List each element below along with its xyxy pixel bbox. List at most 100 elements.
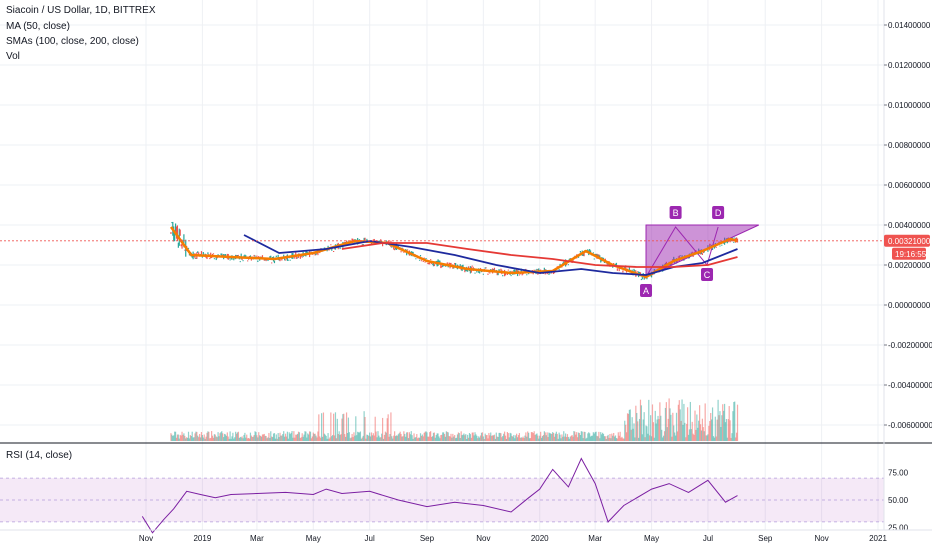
volume-bar — [344, 434, 346, 441]
price-candle — [319, 251, 321, 254]
volume-bar — [612, 435, 614, 441]
volume-bar — [458, 433, 460, 441]
volume-bar — [455, 437, 458, 441]
volume-bar — [262, 434, 264, 441]
price-candle — [471, 265, 473, 267]
volume-bar — [369, 432, 371, 441]
pattern-label-text: B — [673, 208, 679, 218]
price-candle — [735, 237, 738, 240]
legend-ma50[interactable]: MA (50, close) — [6, 21, 70, 32]
volume-bar — [179, 434, 181, 441]
price-candle — [583, 252, 585, 257]
volume-bar — [554, 433, 557, 441]
volume-bar — [362, 435, 364, 441]
volume-bar — [492, 435, 495, 441]
volume-bar — [194, 433, 196, 441]
volume-bar — [703, 431, 705, 441]
price-candle — [197, 251, 199, 253]
volume-bar — [526, 436, 528, 441]
pattern-label-D — [712, 206, 725, 219]
volume-bar — [409, 434, 411, 441]
volume-bar — [521, 437, 523, 441]
price-candle — [465, 268, 467, 272]
volume-bar — [225, 435, 228, 441]
price-candle — [502, 275, 504, 277]
volume-bar — [536, 433, 538, 441]
volume-bar — [260, 436, 263, 441]
volume-bar — [650, 436, 653, 441]
volume-bar — [267, 437, 269, 441]
volume-bar — [468, 433, 471, 441]
volume-bar — [665, 402, 667, 441]
volume-bar — [522, 436, 524, 441]
time-axis[interactable]: Nov 2019 Mar May Jul Sep Nov 2020 Mar May Jul Sep No… — [139, 534, 888, 543]
volume-bar — [690, 429, 692, 441]
volume-bar — [705, 435, 707, 441]
volume-bar — [581, 431, 583, 441]
price-candle — [525, 268, 527, 270]
volume-bar — [626, 413, 629, 441]
volume-bar — [583, 431, 585, 441]
volume-bar — [550, 433, 552, 441]
volume-bar — [215, 436, 217, 441]
volume-bar — [607, 434, 609, 441]
volume-bar — [699, 405, 701, 441]
volume-bar — [613, 432, 615, 441]
volume-bar — [455, 438, 457, 441]
price-candle — [349, 240, 351, 242]
volume-bar — [452, 433, 454, 441]
volume-bar — [392, 438, 394, 441]
price-axis[interactable]: 0.01400000 0.01200000 0.01000000 0.00800000… — [884, 21, 932, 430]
volume-bar — [302, 436, 304, 441]
volume-bar — [406, 432, 409, 441]
volume-bar — [715, 436, 717, 441]
volume-bar — [523, 438, 525, 441]
volume-bar — [706, 435, 708, 441]
volume-bar — [641, 434, 643, 441]
price-candle — [344, 241, 346, 243]
price-candle — [427, 262, 429, 265]
price-candle — [428, 262, 430, 265]
price-candle — [187, 247, 190, 249]
volume-bar — [714, 416, 716, 441]
volume-bar — [337, 434, 339, 441]
price-candle — [643, 276, 645, 280]
volume-bar — [518, 433, 520, 441]
volume-bar — [601, 434, 603, 441]
volume-bar — [418, 437, 420, 441]
price-candle — [333, 251, 335, 253]
price-candle — [431, 263, 434, 265]
volume-bar — [433, 432, 435, 441]
price-candle — [485, 267, 487, 269]
volume-bar — [604, 436, 606, 441]
price-candle — [423, 257, 425, 259]
legend-vol[interactable]: Vol — [6, 51, 20, 62]
volume-bar — [673, 425, 675, 441]
price-candle — [715, 246, 717, 248]
volume-bar — [244, 432, 246, 441]
volume-bar — [479, 437, 481, 441]
rsi-axis[interactable]: 75.00 50.00 25.00 — [888, 469, 909, 533]
price-candle — [299, 255, 301, 259]
volume-bar — [479, 435, 482, 441]
price-candle — [500, 268, 502, 271]
price-candle — [519, 273, 521, 275]
volume-bar — [334, 412, 337, 441]
price-candle — [345, 240, 348, 243]
price-candle — [207, 252, 209, 255]
legend-smas[interactable]: SMAs (100, close, 200, close) — [6, 36, 139, 47]
volume-bar — [504, 435, 507, 441]
volume-bar — [525, 432, 527, 441]
volume-bar — [570, 435, 572, 441]
price-candle — [618, 268, 620, 272]
volume-bar — [729, 420, 731, 441]
volume-bar — [419, 433, 422, 441]
volume-bar — [183, 433, 185, 441]
volume-bar — [591, 435, 594, 441]
price-candle — [174, 231, 176, 242]
legend-rsi[interactable]: RSI (14, close) — [6, 450, 73, 461]
volume-bar — [329, 437, 331, 441]
volume-bar — [470, 437, 472, 441]
volume-bar — [467, 434, 469, 441]
